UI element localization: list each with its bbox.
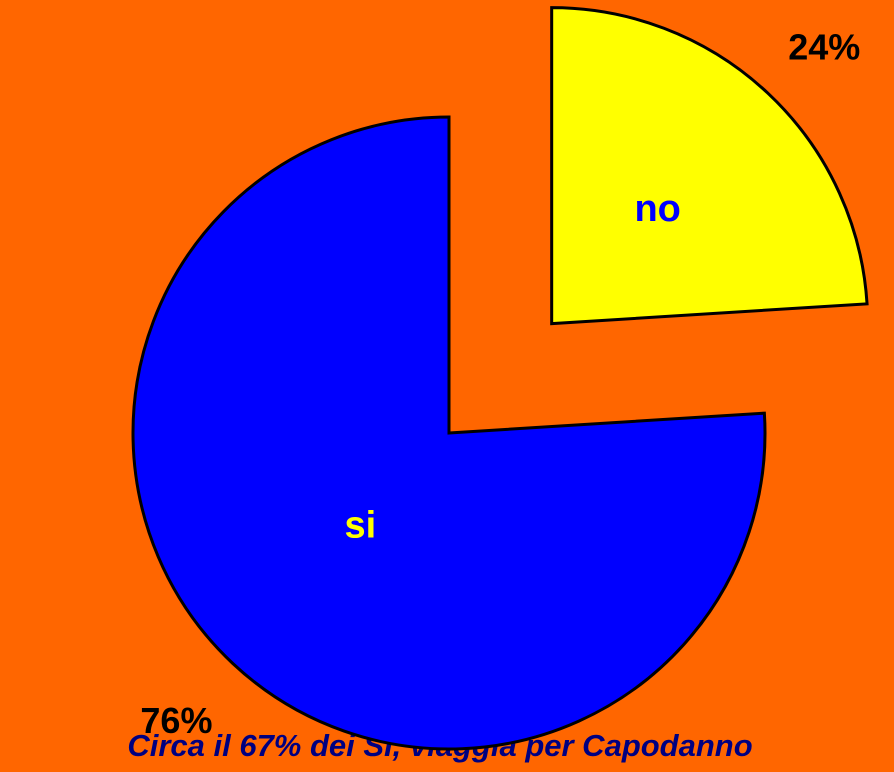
pie-slice <box>550 6 869 326</box>
pie-slice <box>131 115 767 751</box>
slice-label: no <box>634 188 680 230</box>
value-label: 76% <box>140 700 212 741</box>
value-label: 24% <box>788 27 860 68</box>
slice-label: si <box>344 504 376 546</box>
